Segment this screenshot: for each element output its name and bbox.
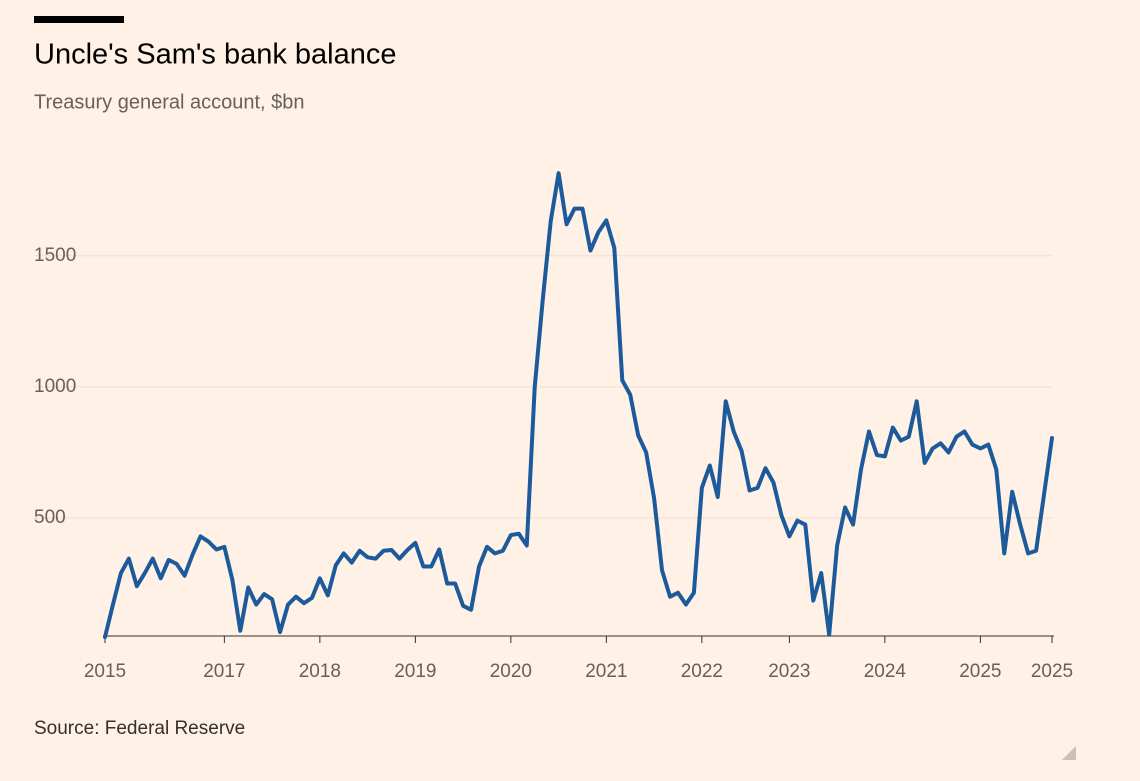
x-tick-label: 2023 [768, 661, 810, 682]
x-tick-label: 2022 [681, 661, 723, 682]
source: Source: Federal Reserve [34, 718, 245, 739]
x-tick-label: 2024 [864, 661, 907, 682]
x-tick-label: 2025 [1031, 661, 1073, 682]
x-tick-label: 2021 [585, 661, 627, 682]
y-tick-label: 1000 [34, 376, 76, 397]
line-series [103, 171, 1054, 640]
x-tick-label: 2019 [394, 661, 436, 682]
y-tick-label: 500 [34, 507, 66, 528]
x-tick-label: 2018 [299, 661, 341, 682]
x-tick-label: 2017 [203, 661, 245, 682]
y-tick-label: 1500 [34, 245, 76, 266]
x-tick-label: 2025 [959, 661, 1001, 682]
title-bar [34, 16, 124, 23]
resize-corner [1062, 746, 1076, 760]
x-tick-label: 2020 [490, 661, 532, 682]
chart-title: Uncle's Sam's bank balance [34, 39, 397, 71]
chart-subtitle: Treasury general account, $bn [34, 91, 305, 113]
x-tick-label: 2015 [84, 661, 126, 682]
